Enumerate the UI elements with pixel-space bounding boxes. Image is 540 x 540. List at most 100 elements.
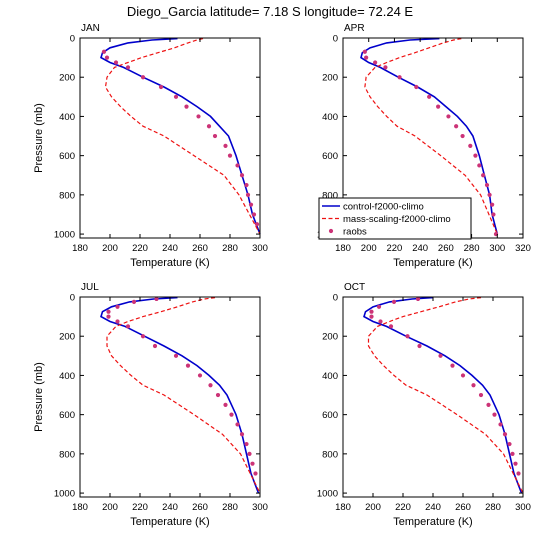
raobs-point [388, 324, 394, 329]
mass-scaling-line [106, 297, 261, 494]
raobs-point [104, 55, 110, 60]
x-tick-label: 180 [335, 502, 351, 513]
raobs-point [223, 402, 228, 407]
raobs-point [173, 94, 179, 99]
panel-label: JAN [81, 23, 100, 34]
x-tick-label: 220 [395, 502, 411, 513]
legend-entry: raobs [343, 227, 367, 238]
raobs-point [486, 402, 491, 407]
x-tick-label: 280 [222, 502, 238, 513]
raobs-point [106, 309, 111, 314]
y-tick-label: 0 [70, 34, 75, 45]
x-axis-title: Temperature (K) [393, 257, 472, 269]
y-tick-label: 0 [333, 34, 338, 45]
y-tick-label: 800 [59, 190, 75, 201]
x-tick-label: 260 [438, 243, 454, 254]
panel-jan: JAN 180 200 220 240 260 280 300 0 200 400 600 800 100… [33, 23, 268, 269]
raobs-point [492, 412, 497, 417]
y-tick-label: 200 [59, 73, 75, 84]
x-tick-label: 180 [72, 243, 88, 254]
raobs-point [245, 192, 251, 197]
raobs-point [154, 296, 159, 302]
x-tick-label: 200 [365, 502, 381, 513]
raobs-point [484, 182, 490, 188]
raobs-point [212, 133, 218, 139]
y-tick-label: 200 [322, 332, 338, 343]
x-tick-label: 300 [252, 502, 268, 513]
raobs-point [235, 163, 240, 168]
raobs-point [460, 373, 466, 378]
raobs-point [436, 104, 441, 109]
x-tick-label: 280 [485, 502, 501, 513]
raobs-point [197, 373, 203, 378]
y-tick-label: 600 [59, 410, 75, 421]
raobs-point [446, 114, 451, 119]
legend: control-f2000-climomass-scaling-f2000-cl… [318, 197, 472, 240]
raobs-point [239, 432, 245, 437]
x-tick-label: 180 [335, 243, 351, 254]
y-tick-label: 1000 [54, 230, 75, 241]
raobs-point [373, 60, 378, 65]
raobs-point [516, 471, 521, 476]
raobs-point [140, 334, 146, 339]
raobs-point [471, 383, 476, 388]
panel-oct: OCT 180 200 220 240 260 280 300 0 200 400 600 800 100… [317, 282, 531, 528]
raobs-point [490, 202, 495, 207]
raobs-point [184, 104, 189, 109]
raobs-point [369, 309, 374, 314]
raobs-point [239, 173, 245, 178]
x-tick-label: 240 [425, 502, 441, 513]
raobs-point [487, 192, 492, 197]
raobs-point [251, 212, 257, 217]
raobs-point [376, 304, 382, 309]
x-tick-label: 280 [464, 243, 480, 254]
raobs-point [131, 299, 137, 305]
raobs-point [196, 114, 201, 119]
raobs-point [510, 451, 515, 456]
raobs-point [253, 471, 258, 476]
legend-entry: control-f2000-climo [343, 202, 424, 213]
y-tick-label: 400 [59, 371, 75, 382]
raobs-point [438, 353, 443, 358]
mass-scaling-line [104, 38, 261, 235]
y-tick-label: 800 [322, 190, 338, 201]
x-tick-label: 200 [102, 243, 118, 254]
raobs-point [478, 392, 484, 398]
y-tick-label: 200 [59, 332, 75, 343]
raobs-point [244, 441, 249, 447]
x-tick-label: 260 [192, 243, 208, 254]
control-line [363, 296, 523, 494]
raobs-point [206, 124, 212, 129]
mass-scaling-line [367, 297, 524, 494]
y-tick-label: 200 [322, 73, 338, 84]
raobs-point [229, 412, 234, 417]
control-line [100, 37, 261, 235]
raobs-point [158, 84, 164, 90]
y-tick-label: 800 [322, 449, 338, 460]
raobs-point [113, 60, 119, 65]
x-tick-label: 200 [102, 502, 118, 513]
x-tick-label: 220 [132, 243, 148, 254]
y-tick-label: 0 [70, 293, 75, 304]
raobs-point [391, 299, 397, 305]
x-tick-label: 240 [162, 243, 178, 254]
y-tick-label: 400 [59, 112, 75, 123]
raobs-point [140, 75, 146, 80]
raobs-point [227, 153, 233, 158]
raobs-point [362, 49, 367, 54]
raobs-point [383, 65, 388, 70]
y-axis-title: Pressure (mb) [33, 103, 45, 173]
raobs-point [378, 319, 383, 324]
raobs-point [115, 304, 120, 309]
raobs-point [502, 432, 508, 437]
panels: JAN 180 200 220 240 260 280 300 0 200 400 600 800 100… [33, 23, 531, 528]
raobs-point [185, 363, 191, 368]
raobs-point [250, 461, 255, 466]
x-tick-label: 200 [361, 243, 377, 254]
raobs-point [405, 334, 410, 339]
raobs-point [254, 222, 260, 227]
figure-title: Diego_Garcia latitude= 7.18 S longitude=… [127, 4, 414, 19]
x-tick-label: 300 [252, 243, 268, 254]
y-axis-title: Pressure (mb) [33, 362, 45, 432]
